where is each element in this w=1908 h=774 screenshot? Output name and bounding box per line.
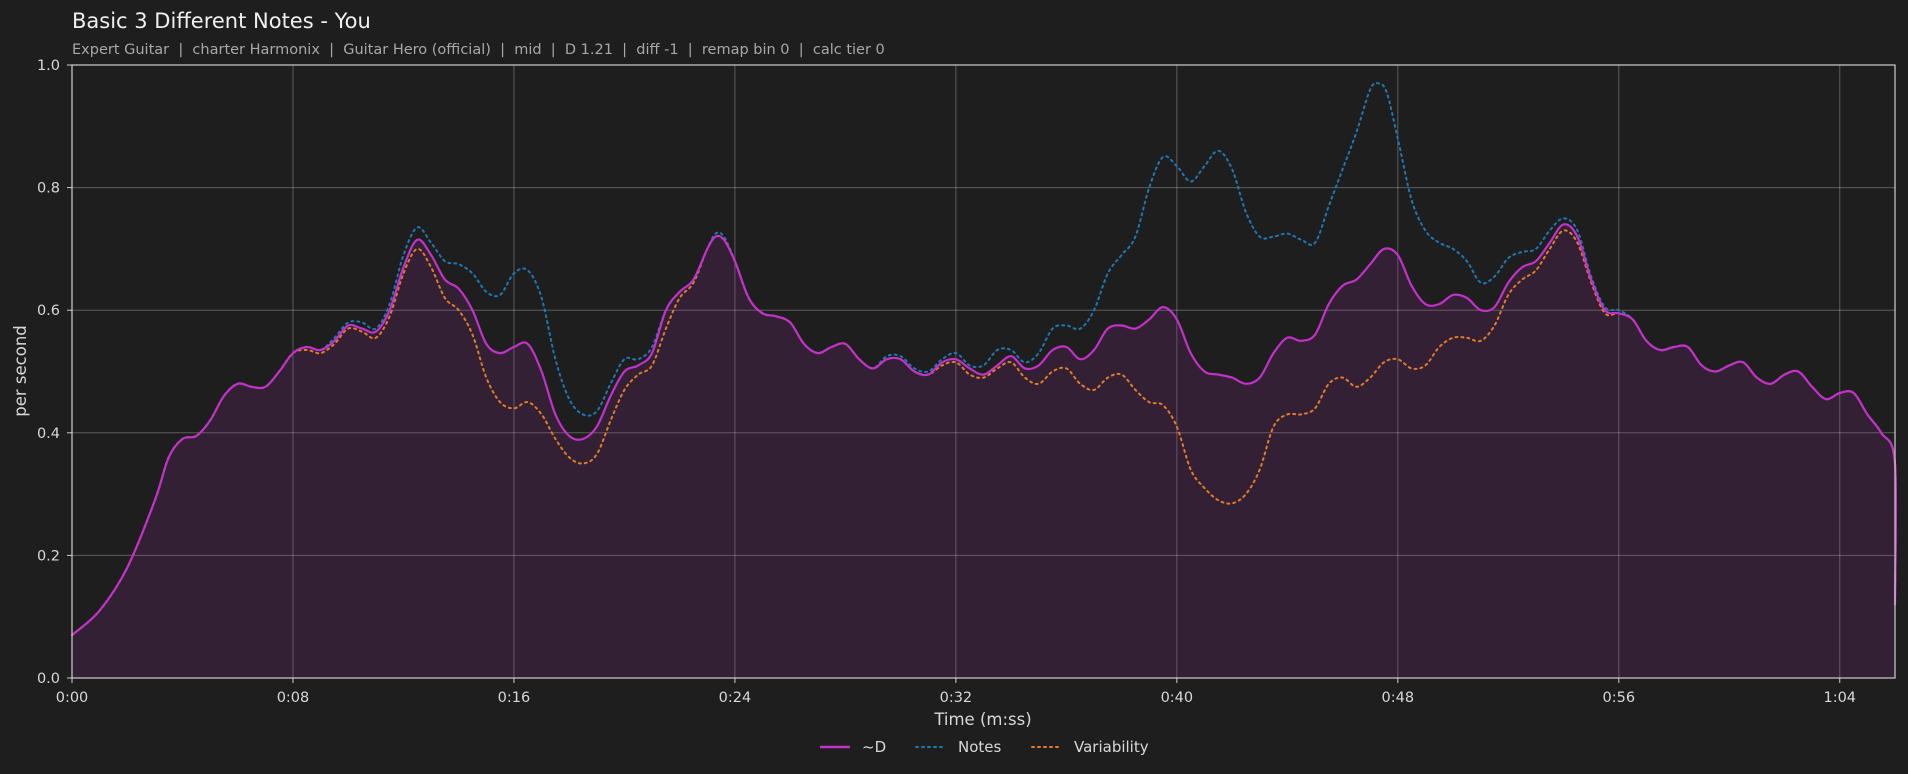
legend: ~D Notes Variability <box>820 738 1149 756</box>
x-tick-label: 0:32 <box>940 690 973 706</box>
x-axis-ticks: 0:00 0:08 0:16 0:24 0:32 0:40 0:48 0:56 1:04 <box>56 678 1856 706</box>
series-line-notes <box>71 81 1898 637</box>
x-axis-label: Time (m:ss) <box>933 710 1031 729</box>
chart-subtitle: Expert Guitar | charter Harmonix | Guita… <box>72 42 885 58</box>
chart-title: Basic 3 Different Notes - You <box>72 9 371 33</box>
x-tick-label: 0:48 <box>1382 690 1415 706</box>
x-tick-label: 0:40 <box>1161 690 1194 706</box>
x-tick-label: 0:24 <box>719 690 752 706</box>
legend-label: ~D <box>862 738 886 756</box>
y-tick-label: 0.6 <box>37 303 60 319</box>
y-tick-label: 0.4 <box>37 426 60 442</box>
x-tick-label: 1:04 <box>1823 690 1856 706</box>
y-tick-label: 0.2 <box>37 548 60 564</box>
x-tick-label: 0:56 <box>1603 690 1636 706</box>
legend-label: Variability <box>1074 738 1149 756</box>
legend-label: Notes <box>958 738 1002 756</box>
series-line-d <box>71 223 1898 636</box>
fill-area <box>72 224 1897 679</box>
y-tick-label: 0.0 <box>37 671 60 687</box>
x-tick-label: 0:00 <box>56 690 89 706</box>
y-tick-label: 0.8 <box>37 181 60 197</box>
y-axis-ticks: 0.0 0.2 0.4 0.6 0.8 1.0 <box>37 58 72 687</box>
series-lines <box>71 81 1898 637</box>
x-tick-label: 0:16 <box>498 690 531 706</box>
x-tick-label: 0:08 <box>277 690 310 706</box>
y-tick-label: 1.0 <box>37 58 60 74</box>
plot-frame <box>71 64 1896 679</box>
series-fill <box>72 224 1897 679</box>
series-line-variability <box>71 229 1898 637</box>
y-axis-label: per second <box>11 325 30 417</box>
